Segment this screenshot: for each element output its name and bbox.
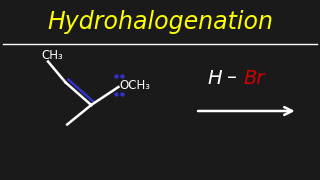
Text: CH₃: CH₃ — [42, 49, 63, 62]
Text: OCH₃: OCH₃ — [119, 79, 150, 92]
Text: Hydrohalogenation: Hydrohalogenation — [47, 10, 273, 35]
Text: H: H — [207, 69, 222, 87]
Text: Br: Br — [244, 69, 265, 87]
Text: –: – — [227, 69, 237, 87]
